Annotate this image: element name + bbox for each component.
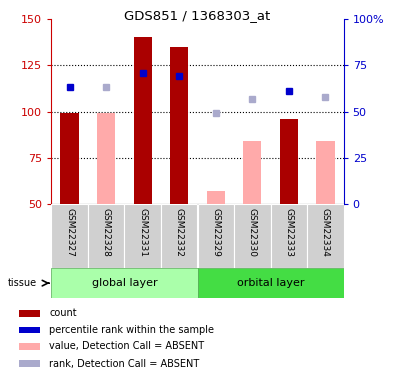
Bar — [60, 113, 79, 204]
Bar — [198, 268, 344, 298]
Bar — [51, 268, 198, 298]
Bar — [280, 119, 298, 204]
Bar — [198, 204, 234, 268]
Bar — [170, 46, 188, 204]
Bar — [88, 204, 124, 268]
Text: GSM22332: GSM22332 — [175, 208, 184, 256]
Text: GSM22334: GSM22334 — [321, 208, 330, 256]
Text: GSM22329: GSM22329 — [211, 208, 220, 256]
Text: GSM22330: GSM22330 — [248, 208, 257, 256]
Bar — [19, 360, 40, 367]
Bar — [19, 343, 40, 350]
Text: GSM22333: GSM22333 — [284, 208, 293, 256]
Text: GSM22327: GSM22327 — [65, 208, 74, 256]
Text: GDS851 / 1368303_at: GDS851 / 1368303_at — [124, 9, 271, 22]
Bar — [307, 204, 344, 268]
Text: percentile rank within the sample: percentile rank within the sample — [49, 325, 214, 335]
Text: global layer: global layer — [92, 278, 157, 288]
Bar — [19, 310, 40, 317]
Text: GSM22328: GSM22328 — [102, 208, 111, 256]
Text: count: count — [49, 309, 77, 318]
Bar — [97, 113, 115, 204]
Bar — [243, 141, 261, 204]
Text: GSM22331: GSM22331 — [138, 208, 147, 256]
Bar — [124, 204, 161, 268]
Text: orbital layer: orbital layer — [237, 278, 304, 288]
Text: tissue: tissue — [8, 278, 37, 288]
Bar — [234, 204, 271, 268]
Bar — [207, 191, 225, 204]
Text: rank, Detection Call = ABSENT: rank, Detection Call = ABSENT — [49, 359, 199, 369]
Bar — [19, 327, 40, 333]
Bar — [271, 204, 307, 268]
Bar — [134, 38, 152, 204]
Text: value, Detection Call = ABSENT: value, Detection Call = ABSENT — [49, 342, 204, 351]
Bar — [316, 141, 335, 204]
Bar — [161, 204, 198, 268]
Bar — [51, 204, 88, 268]
